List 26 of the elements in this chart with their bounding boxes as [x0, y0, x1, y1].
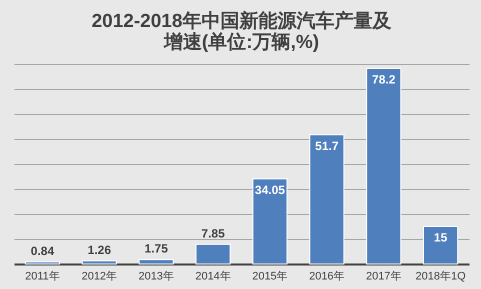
bar	[366, 68, 402, 264]
bar	[196, 244, 231, 264]
x-tick-label: 2013年	[138, 270, 174, 282]
x-tick-label: 2015年	[252, 270, 288, 282]
x-tick-label: 2014年	[195, 270, 231, 282]
x-tick-label: 2017年	[366, 270, 402, 282]
bar	[423, 226, 458, 264]
bar	[138, 259, 174, 264]
bar	[252, 178, 288, 264]
x-tick-label: 2016年	[309, 270, 345, 282]
x-tick-label: 2018年1Q	[415, 270, 466, 282]
data-label: 1.75	[144, 242, 168, 256]
data-label: 1.26	[88, 242, 112, 257]
x-tick-label: 2011年	[25, 270, 60, 282]
data-label: 34.05	[254, 182, 286, 197]
text: 2012-2018年中国新能源汽车产量及	[92, 11, 392, 32]
bar	[309, 134, 344, 264]
data-label: 15	[434, 230, 448, 244]
data-label: 51.7	[315, 138, 339, 153]
bar	[24, 261, 60, 264]
data-label: 78.2	[372, 72, 396, 86]
data-label: 7.85	[201, 226, 226, 240]
text: 增速(单位:万辆,%)	[164, 32, 320, 53]
data-label: 0.84	[30, 244, 54, 258]
bar	[82, 260, 117, 264]
x-tick-label: 2012年	[82, 270, 118, 282]
